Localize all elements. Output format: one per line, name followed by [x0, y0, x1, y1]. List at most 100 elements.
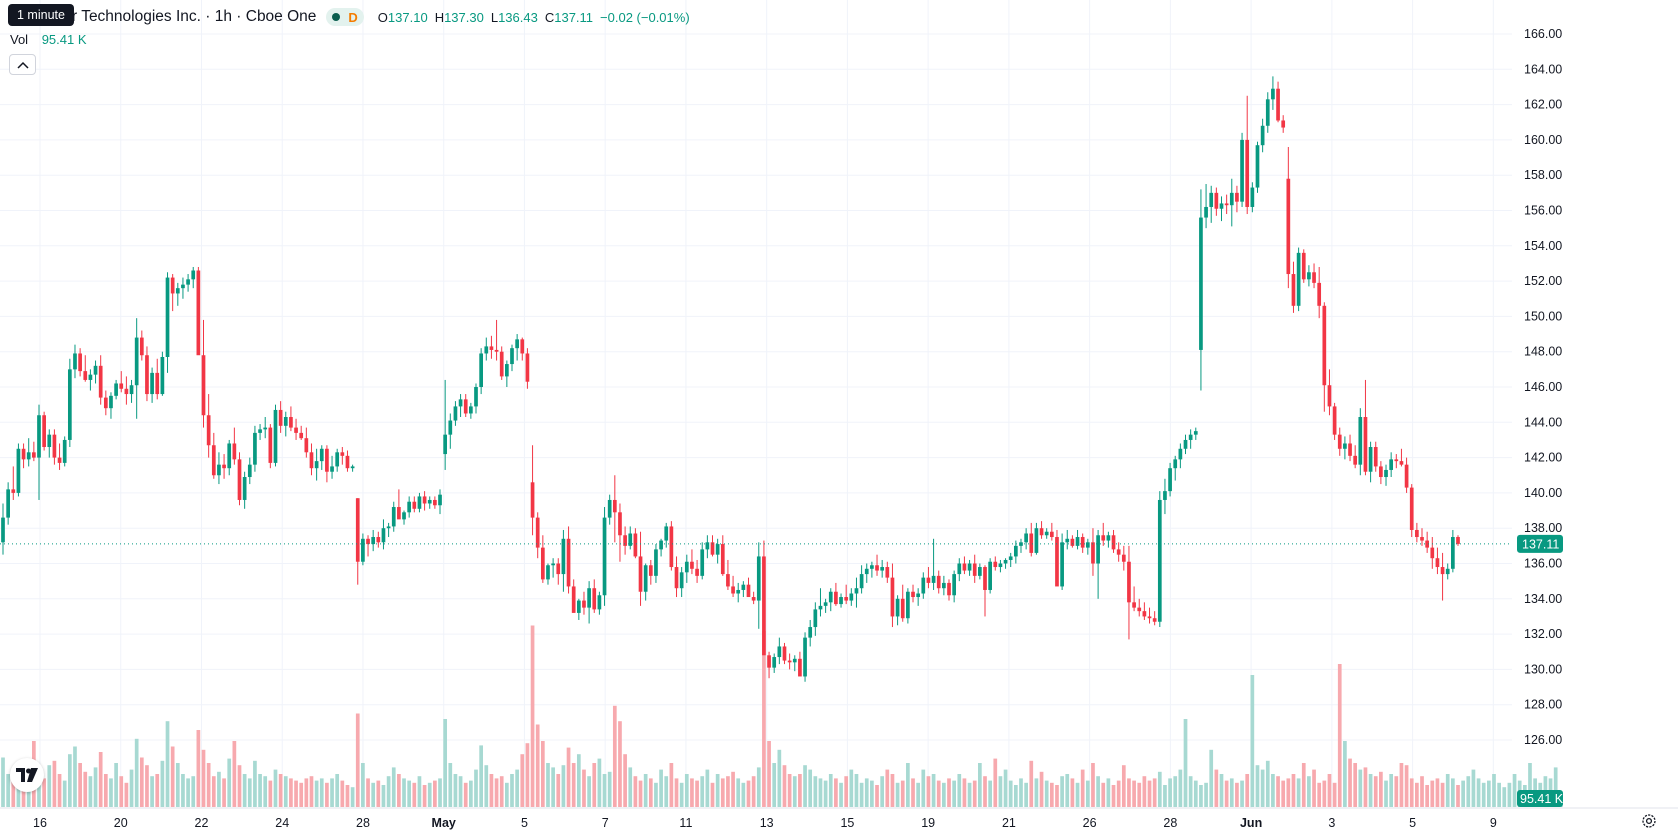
volume-legend[interactable]: Vol 95.41 K	[10, 32, 87, 47]
candle	[443, 379, 448, 470]
volume-bar	[145, 765, 149, 807]
volume-bar	[201, 749, 206, 807]
time-axis[interactable]: 16 20 22 24 28 May 5 7 11 13 15 19 21 26 28 Jun 3 5 9	[33, 816, 1497, 830]
volume-bar	[289, 778, 293, 807]
candle	[88, 369, 93, 391]
volume-bar	[1296, 778, 1301, 807]
candle	[726, 559, 730, 590]
chart-header: r Technologies Inc. · 1h · Cboe One D O1…	[10, 6, 690, 28]
price-tick-label: 134.00	[1524, 592, 1562, 606]
candle-body	[1425, 540, 1430, 548]
candle-body	[983, 567, 987, 590]
candle	[1271, 76, 1275, 110]
volume-bar	[88, 776, 93, 807]
candle	[1409, 484, 1414, 538]
candle	[582, 591, 586, 615]
candle-body	[433, 499, 437, 506]
volume-bar	[67, 754, 72, 807]
candle-body	[839, 597, 843, 605]
candle-body	[397, 507, 401, 520]
candle-body	[674, 567, 679, 589]
candle	[736, 582, 741, 603]
candle-body	[319, 448, 324, 462]
candle	[109, 392, 113, 419]
collapse-legend-button[interactable]	[9, 54, 36, 75]
volume-bar	[1024, 782, 1028, 807]
candle-body	[1101, 535, 1106, 541]
volume-bar	[340, 780, 345, 807]
volume-bar	[741, 782, 746, 807]
candle-body	[114, 383, 118, 396]
volume-bar	[129, 769, 134, 807]
candle-body	[1039, 528, 1044, 536]
candle-body	[1260, 125, 1265, 146]
candle	[1070, 535, 1075, 548]
volume-value: 95.41 K	[41, 32, 87, 47]
candle-body	[1055, 537, 1059, 587]
candle-body	[612, 499, 617, 513]
candle-body	[26, 452, 31, 460]
candle-body	[1152, 618, 1157, 622]
candle	[859, 565, 864, 594]
volume-bar	[263, 776, 268, 807]
candle	[906, 588, 910, 624]
volume-bar	[978, 763, 982, 807]
market-status[interactable]: D	[326, 8, 364, 26]
volume-bar	[325, 782, 329, 807]
gear-icon[interactable]	[1640, 812, 1658, 830]
price-tick-label: 158.00	[1524, 168, 1562, 182]
volume-bar	[139, 757, 144, 807]
volume-bar	[170, 746, 175, 807]
price-axis[interactable]: 166.00 164.00 162.00 160.00 158.00 156.00 154.…	[1524, 27, 1562, 747]
price-tick-label: 144.00	[1524, 415, 1562, 429]
volume-bar	[854, 774, 859, 807]
candle	[253, 425, 257, 472]
candle	[381, 519, 386, 550]
volume-bar	[1409, 778, 1414, 807]
candle	[1168, 462, 1172, 497]
candle-body	[1440, 567, 1445, 575]
volume-bar	[1379, 771, 1383, 807]
time-tick-label: 24	[275, 816, 289, 830]
volume-bar	[998, 776, 1003, 807]
candle-body	[767, 655, 771, 668]
candle-body	[828, 591, 833, 603]
volume-bar	[299, 782, 304, 807]
candle-body	[181, 284, 185, 289]
volume-bar	[1019, 778, 1023, 807]
candle-body	[1445, 568, 1450, 575]
candle	[684, 554, 689, 583]
price-tick-label: 132.00	[1524, 627, 1562, 641]
candle	[1440, 552, 1445, 601]
candle	[37, 404, 41, 500]
volume-bar	[607, 771, 612, 807]
volume-bar	[1353, 763, 1358, 807]
candle-body	[150, 372, 154, 395]
tradingview-logo-icon[interactable]	[10, 758, 44, 792]
volume-bar	[150, 776, 154, 807]
candle	[1240, 132, 1244, 207]
candle	[371, 529, 376, 552]
candle-body	[777, 646, 782, 658]
symbol-title[interactable]: r Technologies Inc. · 1h · Cboe One	[72, 8, 317, 25]
candle	[1127, 545, 1131, 640]
volume-bars	[1, 625, 1563, 807]
volume-bar	[957, 774, 962, 807]
candle	[361, 533, 365, 566]
candle-body	[787, 660, 792, 663]
candle-body	[1245, 139, 1250, 207]
candle	[1291, 261, 1296, 313]
candle	[782, 642, 787, 665]
volume-bar	[726, 776, 730, 807]
volume-bar	[602, 774, 607, 807]
candle-body	[1353, 455, 1358, 465]
candle	[458, 394, 463, 418]
volume-bar	[1553, 767, 1558, 807]
candle	[1209, 185, 1214, 223]
candle-body	[16, 448, 21, 493]
candle-body	[458, 399, 463, 407]
candle	[772, 653, 777, 673]
volume-bar	[42, 778, 46, 807]
candle-body	[1034, 528, 1039, 553]
